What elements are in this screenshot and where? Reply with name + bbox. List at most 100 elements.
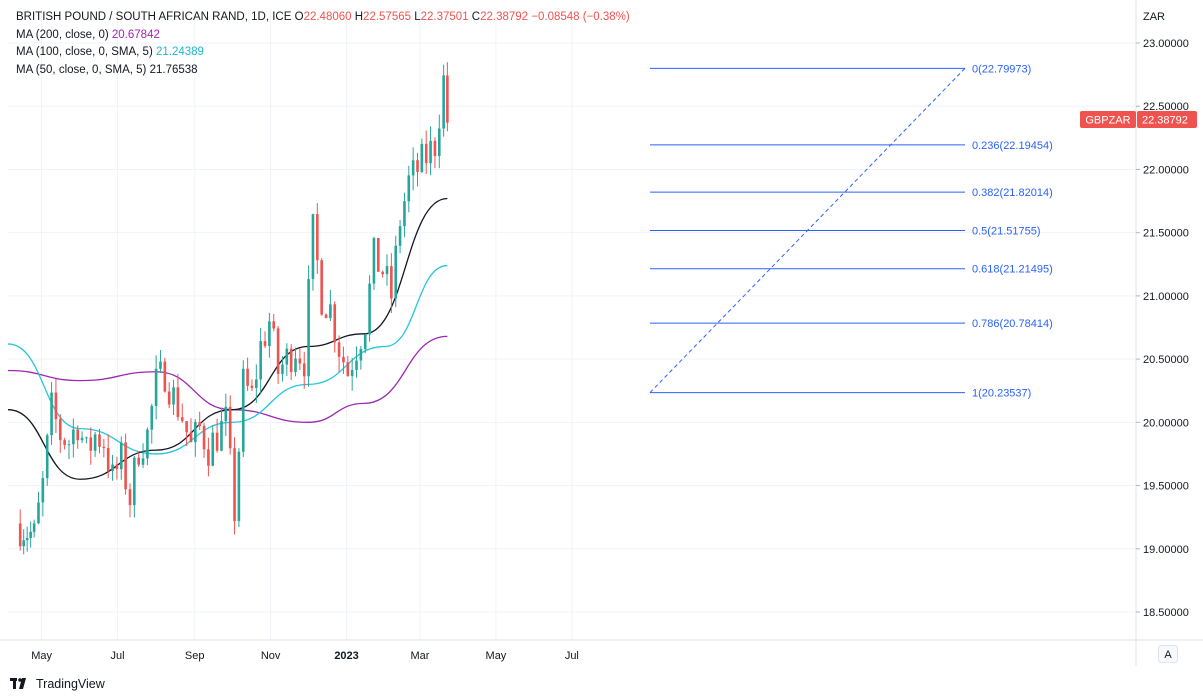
candle-body [246, 368, 249, 386]
candle-body [54, 392, 58, 420]
price-tick-label: 21.00000 [1143, 291, 1189, 303]
candle-body [58, 419, 62, 441]
candle-body [146, 429, 149, 459]
price-tick-label: 22.50000 [1143, 101, 1189, 113]
candle-body [37, 502, 40, 524]
candle-body [25, 537, 29, 541]
candle-body [394, 245, 398, 299]
ma200-row[interactable]: MA (200, close, 0) 20.67842 [16, 27, 630, 45]
symbol-price-label-box [1080, 111, 1136, 128]
ma200-label: MA (200, close, 0) [16, 28, 109, 41]
fibonacci-retracement[interactable]: 0(22.79973) 0.236(22.19454) 0.382(21.82014… [649, 63, 1053, 400]
time-tick-label: Jul [565, 650, 579, 662]
ma100-label: MA (100, close, 0, SMA, 5) [16, 46, 153, 58]
candle-body [211, 432, 215, 466]
candle-body [429, 140, 432, 164]
candle-body [403, 201, 406, 227]
chart-legend: BRITISH POUND / SOUTH AFRICAN RAND, 1D, … [16, 9, 630, 79]
candle-body [18, 523, 22, 547]
low-value: 22.37501 [420, 11, 469, 23]
time-tick-label: Nov [261, 650, 281, 662]
candle-body [128, 489, 132, 506]
price-tick-label: 20.50000 [1143, 354, 1189, 366]
candle-body [250, 385, 254, 388]
currency-label: ZAR [1143, 11, 1165, 23]
candle-body [111, 464, 114, 472]
candle-body [224, 406, 228, 422]
candle-body [355, 360, 358, 371]
candle-body [154, 368, 158, 406]
candle-body [346, 362, 350, 376]
candle-body [329, 304, 332, 319]
time-tick-label: Sep [185, 650, 205, 662]
current-price-marker: GBPZAR 22.38792 [1080, 111, 1197, 128]
candle-body [416, 160, 419, 172]
candle-body [268, 321, 271, 346]
moving-averages [7, 197, 448, 480]
auto-scale-button[interactable]: A [1158, 645, 1178, 663]
fib-trend-line [649, 67, 966, 393]
candle-body [372, 237, 376, 284]
candle-body [215, 432, 219, 451]
fib-level-label: 0.5(21.51755) [972, 225, 1041, 237]
close-label: C [471, 11, 481, 23]
price-tick-label: 21.50000 [1143, 228, 1189, 240]
fib-level-label: 0.618(21.21495) [972, 264, 1053, 276]
candle-body [163, 361, 167, 392]
ma100-value: 21.24389 [155, 46, 204, 58]
candle-body [316, 214, 319, 261]
candle-body [115, 464, 119, 470]
candle-body [420, 143, 424, 172]
candle-body [255, 379, 258, 388]
current-price-box [1137, 111, 1197, 128]
candle-body [446, 75, 449, 123]
candle-body [150, 405, 154, 430]
high-value: 22.57565 [363, 11, 412, 23]
price-scale[interactable]: 23.00000 22.50000 22.00000 21.50000 21.00000… [1136, 38, 1189, 619]
fib-level-label: 0(22.79973) [972, 63, 1031, 75]
candlestick-series[interactable] [18, 62, 449, 555]
open-value: 22.48060 [303, 11, 352, 23]
candle-body [50, 392, 53, 436]
ma200-value: 20.67842 [111, 28, 160, 41]
candle-body [437, 128, 441, 157]
candle-body [133, 457, 136, 506]
candle-body [185, 421, 188, 433]
change-value: −0.08548 (−0.38%) [531, 11, 630, 23]
ma100-row[interactable]: MA (100, close, 0, SMA, 5) 21.24389 [16, 44, 630, 62]
candle-body [307, 279, 310, 377]
candle-body [337, 342, 341, 357]
candle-body [89, 437, 93, 451]
candle-body [407, 175, 411, 202]
time-scale[interactable]: May Jul Sep Nov 2023 Mar May Jul [31, 650, 579, 662]
fib-level-label: 0.382(21.82014) [972, 187, 1053, 199]
candle-body [424, 143, 428, 164]
price-tick-label: 19.00000 [1143, 544, 1189, 556]
ma50-line [7, 197, 448, 480]
close-value: 22.38792 [480, 11, 529, 23]
candle-body [189, 432, 193, 443]
time-tick-label: Jul [111, 650, 125, 662]
candle-body [180, 417, 184, 422]
candle-body [159, 361, 162, 369]
low-label: L [414, 11, 421, 23]
candle-body [124, 442, 127, 490]
candle-body [368, 283, 371, 335]
candle-body [359, 349, 363, 361]
candle-body [32, 523, 36, 532]
candle-body [442, 75, 445, 129]
symbol-title: BRITISH POUND / SOUTH AFRICAN RAND, 1D, … [16, 11, 292, 23]
brand-name: TradingView [36, 677, 105, 691]
fib-level-label: 0.786(20.78414) [972, 318, 1053, 330]
symbol-row: BRITISH POUND / SOUTH AFRICAN RAND, 1D, … [16, 9, 630, 27]
candle-body [167, 391, 171, 405]
ma50-row[interactable]: MA (50, close, 0, SMA, 5) 21.76538 [16, 62, 630, 80]
candle-body [381, 271, 384, 275]
candle-body [433, 140, 437, 157]
candle-body [93, 434, 97, 451]
open-label: O [294, 11, 304, 23]
time-tick-label: May [486, 650, 507, 662]
candle-body [398, 226, 402, 246]
